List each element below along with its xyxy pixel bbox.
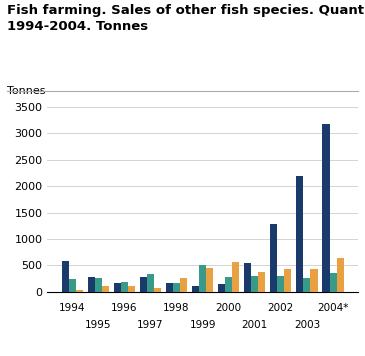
Bar bbox=[154, 288, 161, 292]
Bar bbox=[173, 283, 180, 292]
Text: 1995: 1995 bbox=[85, 320, 111, 330]
Bar bbox=[206, 268, 213, 292]
Bar bbox=[284, 269, 291, 292]
Bar bbox=[102, 286, 109, 292]
Bar bbox=[180, 278, 187, 292]
Bar bbox=[330, 273, 337, 292]
Text: 1997: 1997 bbox=[137, 320, 164, 330]
Bar bbox=[277, 276, 284, 292]
Text: 1994: 1994 bbox=[59, 303, 85, 313]
Bar bbox=[296, 176, 303, 292]
Bar bbox=[69, 279, 76, 292]
Bar bbox=[244, 263, 251, 292]
Bar bbox=[114, 283, 121, 292]
Bar bbox=[337, 258, 343, 292]
Text: 2001: 2001 bbox=[242, 320, 268, 330]
Bar bbox=[128, 286, 135, 292]
Text: 1999: 1999 bbox=[189, 320, 216, 330]
Bar bbox=[303, 278, 311, 292]
Bar bbox=[251, 276, 258, 292]
Bar bbox=[258, 272, 265, 292]
Text: 1996: 1996 bbox=[111, 303, 138, 313]
Bar bbox=[311, 269, 318, 292]
Bar bbox=[192, 286, 199, 292]
Bar bbox=[95, 278, 102, 292]
Bar bbox=[76, 290, 83, 292]
Bar bbox=[225, 277, 232, 292]
Bar bbox=[199, 265, 206, 292]
Bar bbox=[121, 282, 128, 292]
Text: 2004*: 2004* bbox=[317, 303, 349, 313]
Text: 2000: 2000 bbox=[216, 303, 242, 313]
Bar bbox=[147, 274, 154, 292]
Bar bbox=[270, 224, 277, 292]
Text: 2002: 2002 bbox=[268, 303, 294, 313]
Bar bbox=[166, 283, 173, 292]
Bar bbox=[140, 277, 147, 292]
Text: 1998: 1998 bbox=[163, 303, 190, 313]
Bar bbox=[88, 277, 95, 292]
Bar bbox=[62, 261, 69, 292]
Text: Tonnes: Tonnes bbox=[7, 86, 46, 96]
Bar bbox=[322, 124, 330, 292]
Text: Fish farming. Sales of other fish species. Quantity.
1994-2004. Tonnes: Fish farming. Sales of other fish specie… bbox=[7, 4, 365, 33]
Bar bbox=[232, 262, 239, 292]
Text: 2003: 2003 bbox=[294, 320, 320, 330]
Bar bbox=[218, 284, 225, 292]
